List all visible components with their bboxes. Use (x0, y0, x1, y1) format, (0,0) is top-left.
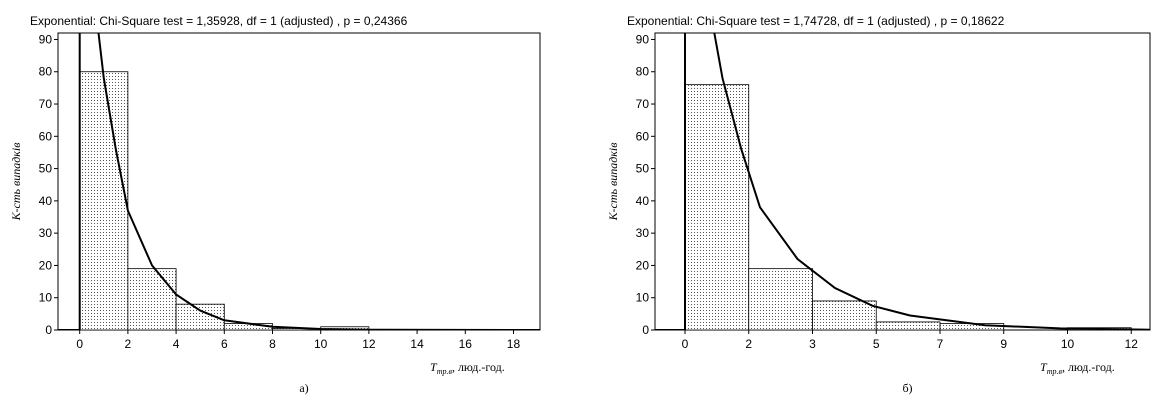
y-tick-label: 80 (636, 65, 650, 79)
bar (939, 323, 1005, 331)
bar (127, 268, 177, 331)
bar (812, 300, 877, 331)
caption: а) (299, 381, 308, 395)
x-tick-label: 6 (221, 337, 228, 351)
y-tick-label: 50 (636, 162, 650, 176)
y-axis-label: К-сть випадків (606, 143, 620, 222)
x-tick-label: 2 (125, 337, 132, 351)
chart: Exponential: Chi-Square test = 1,35928, … (9, 14, 541, 395)
chart: Exponential: Chi-Square test = 1,74728, … (606, 14, 1151, 395)
y-tick-label: 70 (636, 97, 650, 111)
x-tick-label: 18 (507, 337, 521, 351)
x-axis-label: Tтр.в, люд.-год. (430, 360, 505, 376)
x-tick-label: 12 (362, 337, 376, 351)
y-tick-label: 10 (636, 291, 650, 305)
bar (684, 84, 750, 331)
x-label-subscript: тр.в (437, 367, 453, 376)
fit-curve (655, 33, 1150, 330)
x-tick-label: 7 (937, 337, 944, 351)
x-tick-label: 14 (410, 337, 424, 351)
x-label-unit: , люд.-год. (452, 360, 505, 374)
y-tick-label: 80 (39, 65, 53, 79)
x-tick-label: 8 (269, 337, 276, 351)
x-tick-label: 9 (1000, 337, 1007, 351)
x-tick-label: 0 (682, 337, 689, 351)
x-axis-label: Tтр.в, люд.-год. (1040, 360, 1115, 376)
x-label-symbol: T (430, 360, 438, 374)
bar (748, 268, 813, 331)
y-tick-label: 0 (45, 323, 52, 337)
x-tick-label: 10 (314, 337, 328, 351)
y-tick-label: 90 (39, 32, 53, 46)
y-tick-label: 50 (39, 162, 53, 176)
y-axis-label: К-сть випадків (9, 143, 23, 222)
y-tick-label: 0 (642, 323, 649, 337)
bar (875, 321, 941, 331)
x-tick-label: 3 (809, 337, 816, 351)
bar (79, 71, 129, 331)
chart-title: Exponential: Chi-Square test = 1,35928, … (30, 14, 408, 28)
y-tick-label: 40 (39, 194, 53, 208)
x-label-subscript: тр.в (1047, 367, 1063, 376)
x-label-unit: , люд.-год. (1062, 360, 1115, 374)
chart-title: Exponential: Chi-Square test = 1,74728, … (627, 14, 1005, 28)
y-tick-label: 20 (636, 258, 650, 272)
y-tick-label: 90 (636, 32, 650, 46)
x-tick-label: 4 (173, 337, 180, 351)
y-tick-label: 10 (39, 291, 53, 305)
x-tick-label: 10 (1061, 337, 1075, 351)
fit-curve (58, 33, 540, 330)
y-tick-label: 20 (39, 258, 53, 272)
y-tick-label: 60 (636, 129, 650, 143)
x-tick-label: 16 (459, 337, 473, 351)
y-tick-label: 30 (39, 226, 53, 240)
y-tick-label: 40 (636, 194, 650, 208)
x-tick-label: 0 (76, 337, 83, 351)
x-tick-label: 5 (873, 337, 880, 351)
caption: б) (902, 381, 912, 395)
y-tick-label: 30 (636, 226, 650, 240)
y-tick-label: 60 (39, 129, 53, 143)
x-tick-label: 12 (1125, 337, 1139, 351)
y-tick-label: 70 (39, 97, 53, 111)
x-tick-label: 2 (745, 337, 752, 351)
x-label-symbol: T (1040, 360, 1048, 374)
